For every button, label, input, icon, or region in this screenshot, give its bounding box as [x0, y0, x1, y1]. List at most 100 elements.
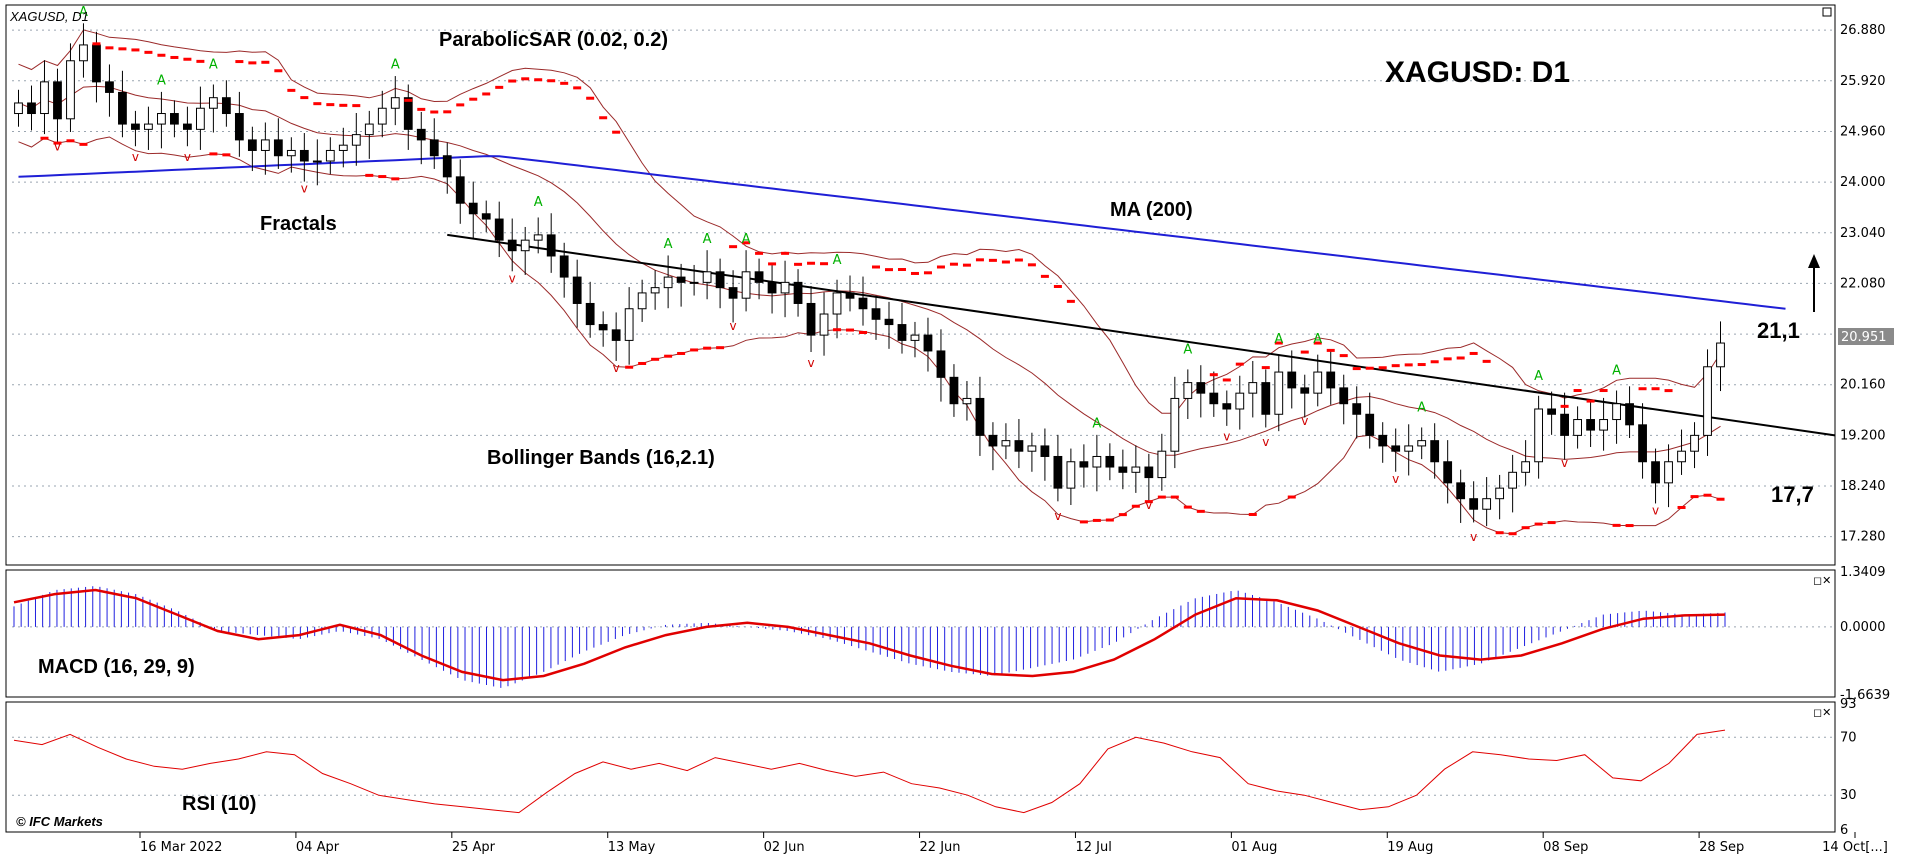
rsi-label: RSI (10)	[182, 793, 256, 815]
candle-body	[1521, 461, 1531, 473]
candle-body	[1599, 419, 1608, 431]
candle-body	[650, 287, 660, 294]
fractal-up-icon: A	[1274, 332, 1283, 347]
price-y-tick: 24.000	[1840, 175, 1886, 190]
psar-dot	[1690, 495, 1699, 499]
psar-dot	[1248, 512, 1257, 516]
x-tick-label: 13 May	[608, 840, 656, 855]
psar-dot	[222, 153, 231, 157]
price-y-tick: 24.960	[1840, 124, 1886, 139]
psar-dot	[1365, 366, 1374, 370]
candle-body	[1495, 487, 1505, 500]
psar-dot	[1352, 367, 1361, 371]
rsi-window-icon[interactable]: ◻✕	[1813, 707, 1831, 719]
candle-body	[40, 81, 49, 115]
price-y-tick: 22.080	[1840, 276, 1886, 291]
candle-body	[1469, 498, 1479, 510]
bollinger-label: Bollinger Bands (16,2.1)	[487, 447, 715, 469]
fractal-up-icon: A	[391, 58, 400, 73]
ma-label: MA (200)	[1110, 199, 1193, 221]
candle-body	[1560, 413, 1569, 436]
psar-dot	[92, 42, 101, 46]
maximize-icon[interactable]	[1822, 7, 1832, 17]
candle-body	[1443, 461, 1453, 484]
candle-body	[806, 302, 816, 336]
candle-body	[533, 234, 543, 241]
candle-body	[728, 287, 738, 299]
psar-dot	[170, 55, 179, 59]
psar-dot	[729, 245, 738, 249]
grid-lines	[12, 29, 1835, 796]
fractal-down-icon: v	[1054, 509, 1061, 523]
candle-body	[585, 302, 595, 326]
psar-label: ParabolicSAR (0.02, 0.2)	[439, 29, 668, 51]
candle-body	[416, 128, 426, 141]
macd-window-icon[interactable]: ◻✕	[1813, 575, 1831, 587]
candle-body	[1248, 382, 1258, 394]
psar-dot	[1209, 373, 1218, 377]
psar-dot	[482, 92, 491, 96]
psar-dot	[833, 328, 842, 332]
candle-body	[377, 107, 387, 125]
candle-body	[897, 324, 907, 341]
psar-dot	[884, 268, 893, 272]
psar-dot	[651, 357, 660, 361]
candle-body	[598, 324, 608, 331]
psar-dot	[1222, 378, 1231, 382]
psar-dot	[1664, 389, 1673, 393]
candle-body	[1261, 382, 1271, 415]
psar-dot	[1079, 520, 1088, 524]
psar-dot	[1404, 363, 1413, 367]
candle-body	[884, 318, 894, 326]
psar-dot	[248, 61, 257, 65]
candle-body	[1404, 445, 1414, 452]
candle-body	[260, 139, 270, 151]
psar-dot	[261, 60, 270, 64]
fractals-label: Fractals	[260, 213, 337, 235]
psar-dot	[612, 130, 621, 134]
psar-dot	[1339, 354, 1348, 358]
candle-body	[1547, 408, 1557, 415]
candle-body	[1027, 445, 1037, 452]
candle-body	[1131, 466, 1141, 473]
psar-dot	[1638, 387, 1647, 391]
psar-dot	[1586, 399, 1595, 403]
symbol-label: XAGUSD, D1	[9, 9, 89, 24]
candle-body	[1118, 466, 1128, 473]
candle-body	[1040, 445, 1050, 457]
candle-body	[832, 292, 842, 315]
fractal-down-icon: v	[730, 319, 737, 333]
candle-body	[975, 397, 985, 436]
psar-dot	[508, 79, 517, 83]
psar-dot	[768, 262, 777, 266]
candle-body	[676, 276, 686, 283]
candle-body	[1066, 461, 1076, 489]
psar-dot	[1066, 299, 1075, 303]
current-price-label: 20.951	[1841, 330, 1887, 345]
candle-body	[53, 81, 62, 120]
candle-body	[572, 276, 582, 304]
psar-dot	[690, 348, 699, 352]
candle-body	[442, 155, 452, 178]
psar-dot	[1612, 523, 1621, 527]
macd-label: MACD (16, 29, 9)	[38, 656, 195, 678]
candle-body	[1638, 424, 1647, 463]
fractal-up-icon: A	[1612, 364, 1621, 379]
macd-panel	[5, 569, 1836, 698]
candle-body	[520, 239, 530, 252]
psar-dot	[1118, 513, 1127, 517]
psar-dot	[378, 175, 387, 179]
psar-dot	[1196, 509, 1205, 513]
psar-dot	[443, 110, 452, 114]
psar-dot	[1053, 284, 1062, 288]
psar-dot	[1651, 387, 1660, 391]
psar-dot	[586, 96, 595, 100]
psar-dot	[1300, 350, 1309, 354]
candle-body	[1391, 445, 1401, 452]
candle-body	[741, 271, 751, 299]
fractal-up-icon: A	[1534, 369, 1543, 384]
candlesticks	[14, 23, 1725, 527]
price-y-tick: 17.280	[1840, 530, 1886, 545]
rsi-y-tick: 6	[1840, 823, 1848, 838]
candle-body	[131, 123, 140, 130]
